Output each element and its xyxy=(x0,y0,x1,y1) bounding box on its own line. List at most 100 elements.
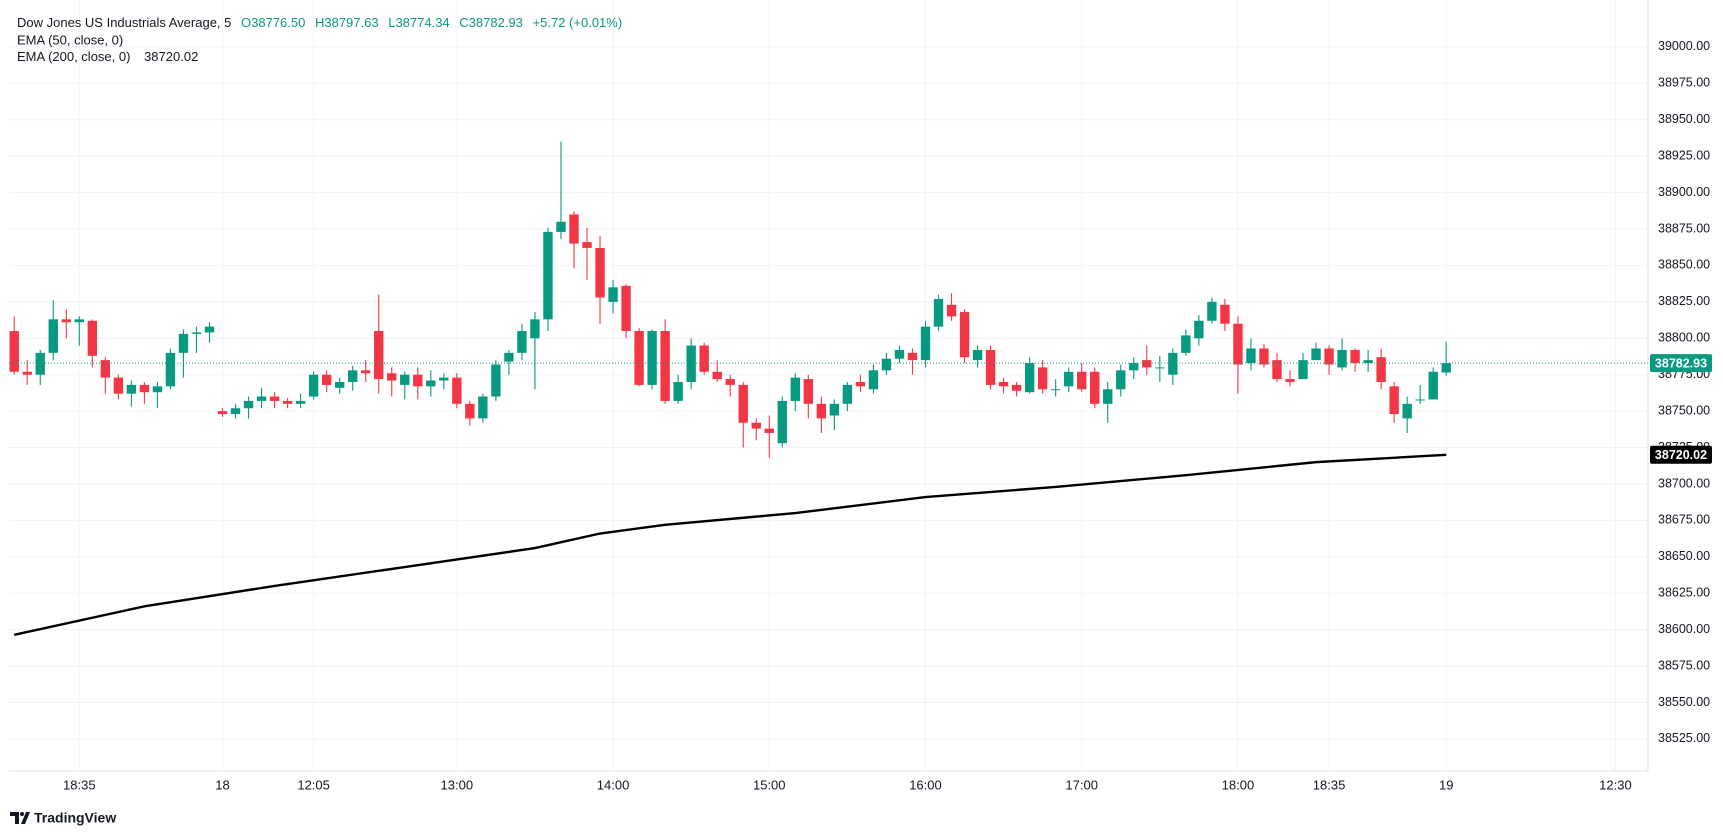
candle-body xyxy=(1090,371,1100,404)
y-tick-label: 38550.00 xyxy=(1658,695,1710,709)
candle xyxy=(178,329,189,378)
candle-body xyxy=(738,384,748,423)
candle xyxy=(855,374,866,393)
candle-body xyxy=(347,370,358,382)
candle-body xyxy=(868,370,879,390)
candle-body xyxy=(1233,323,1243,365)
candle xyxy=(439,373,449,390)
candle xyxy=(647,329,657,390)
x-tick-label: 18:35 xyxy=(1313,777,1346,792)
candle xyxy=(686,338,696,390)
candle xyxy=(374,294,384,394)
candle-body xyxy=(1103,389,1113,404)
y-tick-label: 38650.00 xyxy=(1658,549,1710,563)
candle-body xyxy=(556,221,566,232)
candle xyxy=(61,309,71,339)
candle-body xyxy=(920,326,931,361)
candle-body xyxy=(543,231,553,320)
candle-body xyxy=(243,400,254,409)
ohlc-high: H38797.63 xyxy=(315,15,379,30)
candle-body xyxy=(1324,348,1334,365)
candle xyxy=(998,377,1009,394)
candle xyxy=(282,398,293,409)
candle xyxy=(738,381,748,448)
candle-body xyxy=(217,411,228,415)
candle-body xyxy=(1337,349,1347,368)
candle xyxy=(829,399,840,431)
plot-marks xyxy=(9,141,1648,636)
candle xyxy=(204,322,215,343)
candle xyxy=(1415,384,1425,404)
candle xyxy=(191,326,202,353)
candle xyxy=(1155,355,1165,382)
candle-body xyxy=(647,330,657,385)
candle xyxy=(1181,329,1191,356)
candle-body xyxy=(686,345,696,382)
candle xyxy=(387,367,397,397)
candle xyxy=(1050,379,1061,397)
candle-body xyxy=(1389,386,1399,415)
candle-body xyxy=(608,287,618,302)
x-tick-label: 16:00 xyxy=(909,777,942,792)
candle xyxy=(243,396,254,419)
y-tick-label: 38950.00 xyxy=(1658,112,1710,126)
candle xyxy=(269,392,280,409)
candle-body xyxy=(282,400,293,404)
candle xyxy=(400,371,410,400)
candle xyxy=(972,345,983,368)
y-tick-label: 38750.00 xyxy=(1658,403,1710,417)
candle-body xyxy=(308,374,319,397)
candle-body xyxy=(829,403,840,416)
candle xyxy=(1363,349,1373,372)
x-tick-label: 13:00 xyxy=(441,777,474,792)
candle xyxy=(334,377,345,394)
candle-body xyxy=(907,352,918,361)
candle-body xyxy=(595,247,605,298)
candle xyxy=(126,380,137,407)
candle-body xyxy=(1402,403,1412,419)
candle-body xyxy=(191,332,202,334)
ohlc-change: +5.72 (+0.01%) xyxy=(533,15,623,30)
candle-body xyxy=(725,379,735,385)
candle-body xyxy=(361,370,371,374)
candle-body xyxy=(321,374,332,385)
candle xyxy=(1402,396,1412,433)
candle-body xyxy=(74,319,84,323)
candle-body xyxy=(1011,384,1022,391)
candle xyxy=(465,400,475,426)
candle-body xyxy=(178,333,189,353)
candle-body xyxy=(1050,389,1061,391)
candle-body xyxy=(491,364,501,397)
candle-body xyxy=(61,319,71,323)
x-tick-label: 18:35 xyxy=(63,777,96,792)
candle xyxy=(543,227,553,331)
candle-body xyxy=(1220,304,1230,324)
logo-icon xyxy=(10,812,30,824)
candle-body xyxy=(139,384,150,393)
candle xyxy=(595,236,605,324)
candle xyxy=(712,360,722,382)
candle xyxy=(165,348,176,390)
candle xyxy=(347,365,358,391)
candle-body xyxy=(452,377,462,404)
candle xyxy=(959,309,970,364)
candle-body xyxy=(400,374,410,385)
candle-body xyxy=(1168,352,1178,375)
candle-body xyxy=(1376,357,1386,382)
candle xyxy=(230,403,241,419)
y-tick-label: 39000.00 xyxy=(1658,39,1710,53)
candle-body xyxy=(803,379,814,404)
candle xyxy=(894,345,905,364)
ohlc-low: L38774.34 xyxy=(388,15,449,30)
candle-body xyxy=(582,242,592,248)
candle-body xyxy=(1077,371,1087,390)
candle-body xyxy=(35,352,45,375)
candle-body xyxy=(87,320,98,356)
y-tick-label: 38525.00 xyxy=(1658,731,1710,745)
candle-body xyxy=(1415,399,1425,401)
candle xyxy=(1168,348,1178,385)
candle-body xyxy=(1155,367,1165,369)
candle xyxy=(621,284,631,339)
candle-body xyxy=(113,377,124,394)
